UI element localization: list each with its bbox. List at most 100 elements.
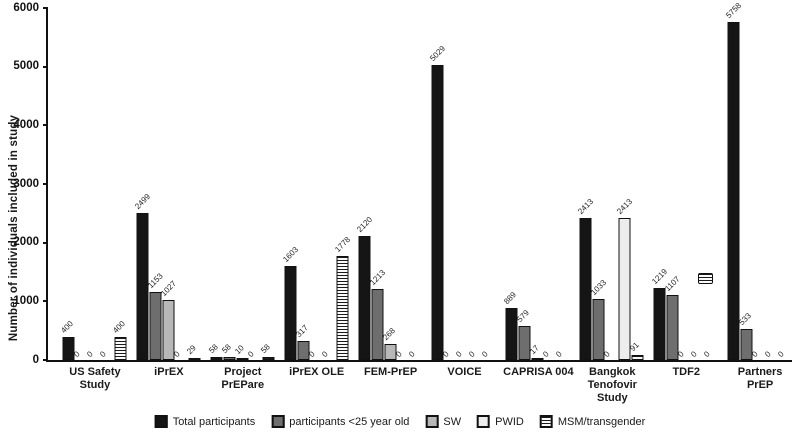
x-axis-label-line: FEM-PrEP <box>363 366 418 378</box>
bar-value-label: 533 <box>737 311 754 327</box>
bar-value-label: 268 <box>380 326 397 342</box>
bar-slot: 2413 <box>615 8 634 360</box>
bar-slot: 0 <box>246 8 262 360</box>
bar-block: 889 579 17 0 0 <box>503 8 571 360</box>
bar-slot: 58 <box>220 8 236 360</box>
bar-slot: 268 <box>380 8 397 360</box>
legend-swatch <box>271 415 285 428</box>
legend-item: MSM/transgender <box>539 415 645 428</box>
bar-slot: 0 <box>468 8 484 360</box>
study-group: 1219 1107 0 0 0 TDF2 <box>649 8 723 378</box>
bar-value-label: 317 <box>293 323 310 339</box>
study-group: 5758 533 0 0 0 Partners PrEP <box>723 1 797 391</box>
bar-slot: 0 <box>394 8 410 360</box>
bar-groups: 400 0 0 0 400 US Safety Study 2499 1153 1027 0 29 iP… <box>58 1 797 404</box>
bar-slot: 1107 <box>663 8 682 360</box>
y-tick-mark <box>43 183 48 185</box>
x-axis-label-line: TDF2 <box>672 366 700 378</box>
bar-slot: 1213 <box>368 8 387 360</box>
bar-slot: 400 <box>111 8 127 360</box>
study-group: 2499 1153 1027 0 29 iPrEX <box>132 8 206 378</box>
legend-item: participants <25 year old <box>271 415 409 428</box>
bar-black <box>136 213 149 360</box>
bar-slot: 0 <box>555 8 571 360</box>
bar-slot: 0 <box>763 8 780 360</box>
bar-slot: 0 <box>442 8 458 360</box>
bar-lightgray <box>236 358 249 360</box>
legend-item: PWID <box>477 415 524 428</box>
x-axis-label: Project PrEPare <box>221 366 264 392</box>
bar-value-label: 400 <box>111 319 127 335</box>
bar-slot: 1219 <box>650 8 669 360</box>
bar-value-label: 400 <box>59 319 75 335</box>
bar-value-label: 17 <box>528 343 542 356</box>
study-group: 58 58 10 0 58 Project PrEPare <box>206 8 280 391</box>
x-axis-label-line: US Safety <box>69 366 121 378</box>
bar-slot: 58 <box>207 8 223 360</box>
legend-swatch <box>477 415 491 428</box>
x-axis-label: VOICE <box>447 366 481 379</box>
bar-black <box>579 218 592 360</box>
bar-lightgray <box>384 344 397 360</box>
bar-slot: 2413 <box>576 8 595 360</box>
y-tick-mark <box>43 7 48 9</box>
bar-slot: 5029 <box>429 8 448 360</box>
x-axis-label-line: iPrEX <box>154 366 184 378</box>
bar-darkgray <box>149 292 162 360</box>
bar-block: 1219 1107 0 0 0 <box>650 8 719 360</box>
bar-slot: 889 <box>503 8 519 360</box>
bar-white <box>618 218 631 360</box>
y-tick-label: 2000 <box>13 235 39 248</box>
bar-slot: 17 <box>528 8 545 360</box>
y-tick-label: 1000 <box>13 294 39 307</box>
bar-slot: 0 <box>750 8 767 360</box>
plot-area: 0 1000 2000 3000 4000 5000 6000 400 0 0 0 400 US Saf… <box>13 1 792 404</box>
bar-slot: 0 <box>72 8 88 360</box>
bar-slot: 0 <box>776 8 793 360</box>
legend-label: PWID <box>495 415 524 428</box>
bar-value-label: 91 <box>628 340 642 353</box>
y-tick-label: 0 <box>32 353 39 366</box>
bar-slot: 579 <box>515 8 532 360</box>
bar-slot: 0 <box>542 8 558 360</box>
legend-swatch <box>154 415 168 428</box>
bar-slot: 0 <box>702 8 719 360</box>
bar-slot: 0 <box>172 8 188 360</box>
bar-slot: 91 <box>628 8 645 360</box>
x-axis-label-line: Partners <box>737 366 783 378</box>
bar-hstripe <box>114 337 127 360</box>
bar-slot: 400 <box>59 8 75 360</box>
y-tick-mark <box>43 241 48 244</box>
bar-slot: 1778 <box>332 8 352 360</box>
bar-darkgray <box>518 326 531 360</box>
bar-black <box>284 266 297 360</box>
y-tick-mark <box>43 359 48 361</box>
bar-slot: 1603 <box>281 8 300 360</box>
bar-block: 5758 533 0 0 0 <box>724 1 793 360</box>
bar-slot: 0 <box>407 8 423 360</box>
x-axis-label: CAPRISA 004 <box>503 366 574 379</box>
floating-hatched-box <box>698 273 714 284</box>
bar-block: 400 0 0 0 400 <box>59 8 127 360</box>
x-axis-label: Bangkok Tenofovir Study <box>588 366 637 405</box>
bar-value-label: 1778 <box>332 235 352 254</box>
bar-darkgray <box>592 299 605 360</box>
bar-value-label: 58 <box>258 342 272 355</box>
bar-value-label: 579 <box>515 308 532 324</box>
bar-slot: 0 <box>689 8 706 360</box>
bar-slot: 1033 <box>589 8 608 360</box>
x-axis-label-line: Bangkok <box>589 366 636 378</box>
x-axis-label-line: CAPRISA 004 <box>503 366 574 378</box>
bar-block: 2499 1153 1027 0 29 <box>133 8 201 360</box>
y-tick-label: 6000 <box>13 1 39 14</box>
bar-slot: 2120 <box>355 8 374 360</box>
legend-label: Total participants <box>172 415 256 428</box>
bar-value-label: 29 <box>184 343 198 356</box>
bar-slot: 10 <box>232 8 249 360</box>
x-axis-label-line: Study <box>597 391 628 404</box>
legend-item: Total participants <box>154 415 256 428</box>
bar-slot: 533 <box>737 8 754 360</box>
bar-value-label: 10 <box>232 343 246 356</box>
bar-black <box>727 22 740 360</box>
bar-black <box>653 288 666 360</box>
